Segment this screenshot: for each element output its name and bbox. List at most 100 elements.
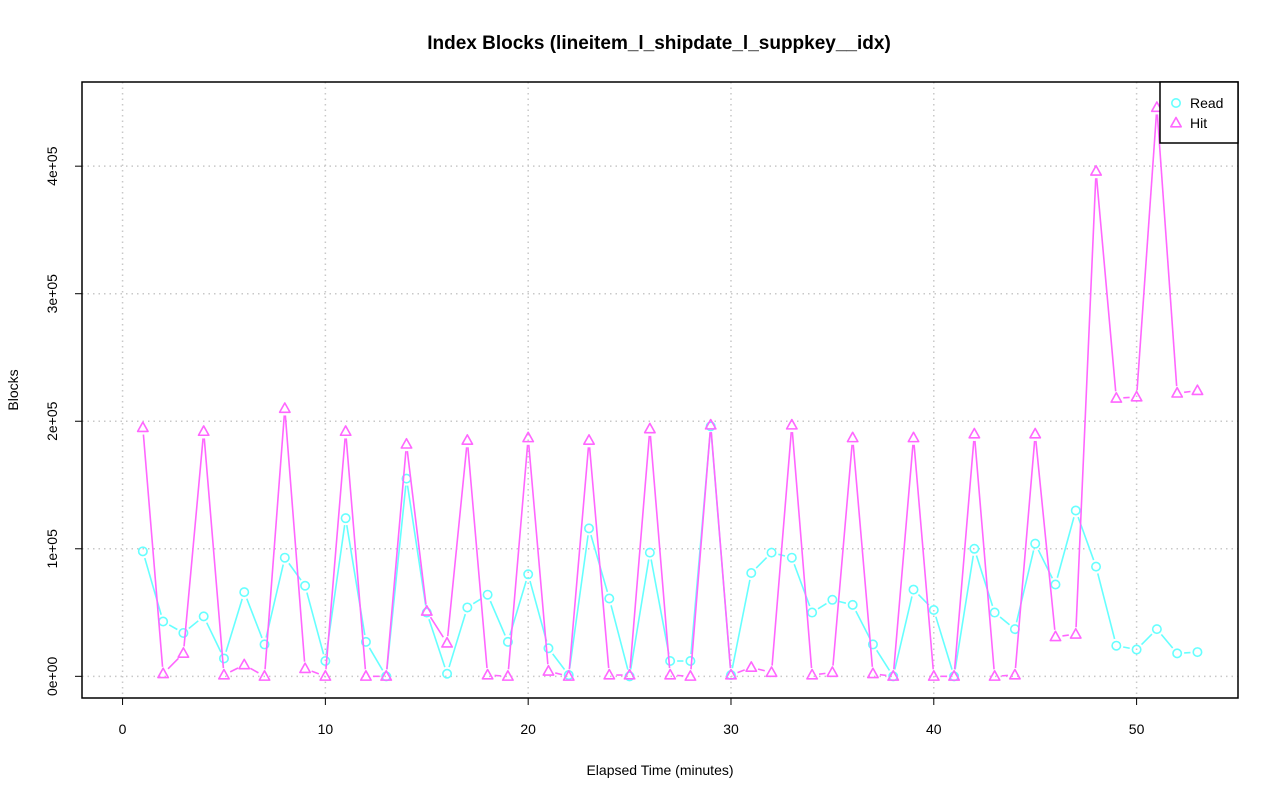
series-read-point xyxy=(320,656,331,667)
series-hit-segment xyxy=(284,415,306,662)
series-read-point xyxy=(786,552,797,563)
series-read-point xyxy=(178,627,189,638)
series-hit-point xyxy=(1008,668,1021,680)
series-read-segment xyxy=(855,610,871,639)
series-hit-point xyxy=(380,670,393,681)
x-tick-label: 0 xyxy=(119,721,127,737)
series-read-segment xyxy=(838,600,847,604)
series-read-point xyxy=(259,639,270,650)
y-tick-label: 2e+05 xyxy=(44,401,60,441)
series-hit-segment xyxy=(1075,178,1097,628)
series-read-segment xyxy=(448,613,467,668)
series-hit-point xyxy=(238,658,251,670)
legend-marker-read xyxy=(1171,98,1182,109)
x-tick-label: 50 xyxy=(1129,721,1145,737)
series-read-segment xyxy=(975,555,994,607)
series-hit-point xyxy=(684,670,697,681)
series-read-point xyxy=(1030,538,1041,549)
series-hit-point xyxy=(562,670,575,681)
y-tick-label: 1e+05 xyxy=(44,529,60,569)
x-tick-label: 10 xyxy=(318,721,334,737)
legend-box xyxy=(1159,81,1239,144)
series-read-segment xyxy=(1123,646,1130,650)
series-hit-point xyxy=(765,666,778,678)
series-hit-segment xyxy=(142,434,164,667)
series-read-point xyxy=(1131,644,1142,655)
series-hit-segment xyxy=(852,444,874,667)
x-tick-label: 30 xyxy=(723,721,739,737)
series-hit-point xyxy=(785,418,798,430)
series-hit-point xyxy=(887,670,900,681)
series-hit-segment xyxy=(467,447,488,669)
series-hit-segment xyxy=(386,451,407,670)
series-hit-point xyxy=(136,421,149,433)
series-read-point xyxy=(239,587,250,598)
series-hit-segment xyxy=(879,673,887,677)
series-hit-point xyxy=(988,670,1001,681)
series-hit-segment xyxy=(913,444,934,670)
series-read-point xyxy=(137,546,148,557)
series-read-point xyxy=(279,552,290,563)
series-hit-point xyxy=(1171,386,1184,398)
series-hit-point xyxy=(359,670,372,681)
series-hit-segment xyxy=(527,444,549,665)
series-read-point xyxy=(807,607,818,618)
series-read-segment xyxy=(144,557,162,615)
series-read-point xyxy=(827,594,838,605)
series-hit-point xyxy=(704,418,717,430)
series-read-point xyxy=(502,636,513,647)
series-read-segment xyxy=(755,557,768,569)
series-read-segment xyxy=(568,535,589,669)
legend-marker-hit xyxy=(1170,116,1182,128)
series-hit-segment xyxy=(832,444,853,666)
series-hit-point xyxy=(664,668,677,680)
series-read-point xyxy=(928,604,939,615)
series-read-point xyxy=(1091,561,1102,572)
series-hit-segment xyxy=(710,431,732,669)
series-hit-point xyxy=(603,668,616,680)
series-read-segment xyxy=(629,559,650,670)
series-read-point xyxy=(442,668,453,679)
series-hit-point xyxy=(643,422,656,434)
series-read-point xyxy=(604,593,615,604)
series-hit-segment xyxy=(249,667,259,674)
series-hit-segment xyxy=(771,431,793,666)
series-read-segment xyxy=(1015,550,1035,623)
series-read-segment xyxy=(1096,573,1116,640)
series-hit-point xyxy=(339,425,352,437)
series-hit-point xyxy=(522,431,535,443)
series-hit-segment xyxy=(818,672,826,675)
series-hit-point xyxy=(1090,164,1103,176)
series-hit-segment xyxy=(429,616,444,638)
x-axis: 0 10 20 30 40 50 xyxy=(119,697,1145,737)
series-read-segment xyxy=(650,559,670,655)
series-hit-point xyxy=(461,434,474,445)
series-read-segment xyxy=(306,592,325,655)
series-read-point xyxy=(665,656,676,667)
series-read-point xyxy=(523,569,534,580)
series-hit-segment xyxy=(345,438,367,670)
series-read-point xyxy=(1070,505,1081,516)
series-hit-point xyxy=(278,402,291,414)
legend-label-hit: Hit xyxy=(1190,115,1207,131)
series-hit-point xyxy=(583,434,596,445)
series-read-point xyxy=(300,580,311,591)
series-hit-point xyxy=(400,437,413,449)
series-read-segment xyxy=(489,600,506,636)
series-read-segment xyxy=(246,598,263,639)
series-hit-point xyxy=(866,667,879,679)
series-hit-point xyxy=(319,670,332,681)
series-read-segment xyxy=(1140,633,1153,646)
series-hit-point xyxy=(745,661,758,672)
series-read-segment xyxy=(999,616,1010,626)
series-hit-point xyxy=(299,662,312,674)
series-hit-point xyxy=(623,668,636,680)
x-tick-label: 40 xyxy=(926,721,942,737)
series-read-segment xyxy=(529,580,548,642)
series-hit-point xyxy=(1130,390,1143,402)
series-read-point xyxy=(867,639,878,650)
series-read-point xyxy=(644,547,655,558)
series-hit-point xyxy=(846,431,859,443)
series-read-segment xyxy=(954,555,975,670)
series-read xyxy=(137,421,1203,682)
